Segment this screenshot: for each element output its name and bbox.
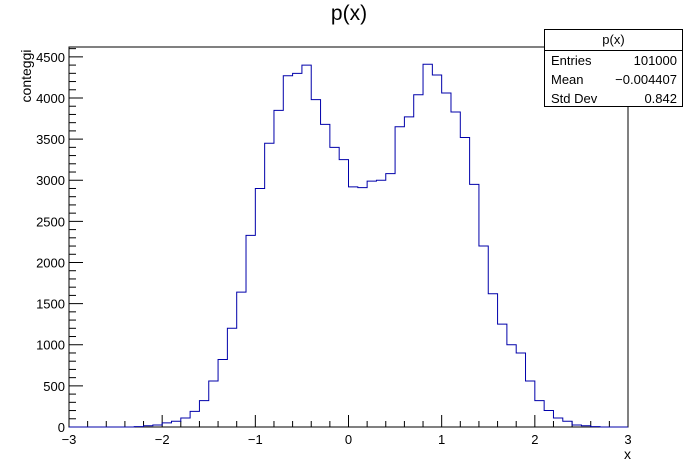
y-tick-label: 1500 [36, 297, 65, 312]
stats-value: 0.842 [644, 91, 677, 106]
stats-label: Mean [551, 72, 584, 87]
y-tick-label: 3000 [36, 173, 65, 188]
x-axis: −3 −2 −1 0 1 2 3 [62, 415, 632, 447]
histogram-line [69, 63, 628, 428]
stats-box: p(x) Entries 101000 Mean −0.004407 Std D… [544, 29, 683, 107]
y-tick-label: 2000 [36, 255, 65, 270]
x-tick-label: −3 [62, 432, 77, 447]
y-tick-label: 500 [43, 379, 65, 394]
x-tick-label: −2 [155, 432, 170, 447]
x-tick-label: 0 [345, 432, 352, 447]
y-tick-label: 1000 [36, 338, 65, 353]
stats-row-entries: Entries 101000 [545, 51, 682, 70]
x-tick-label: 2 [531, 432, 538, 447]
stats-value: 101000 [633, 53, 677, 68]
y-tick-label: 2500 [36, 214, 65, 229]
x-tick-label: 1 [438, 432, 445, 447]
chart-title: p(x) [330, 2, 368, 25]
y-tick-label: 3500 [36, 132, 65, 147]
x-axis-label: x [624, 446, 631, 462]
stats-box-title: p(x) [545, 30, 682, 51]
x-tick-label: −1 [248, 432, 263, 447]
x-tick-label: 3 [624, 432, 631, 447]
y-tick-label: 0 [58, 420, 65, 435]
y-tick-label: 4000 [36, 91, 65, 106]
stats-label: Entries [551, 53, 592, 68]
stats-row-stddev: Std Dev 0.842 [545, 89, 682, 108]
y-tick-label: 4500 [36, 50, 65, 65]
y-axis: 0 500 1000 1500 2000 2500 3000 3500 4000 4500 [36, 48, 83, 435]
y-axis-label: conteggi [18, 49, 34, 103]
stats-value: −0.004407 [615, 72, 677, 87]
stats-row-mean: Mean −0.004407 [545, 70, 682, 89]
stats-label: Std Dev [551, 91, 598, 106]
